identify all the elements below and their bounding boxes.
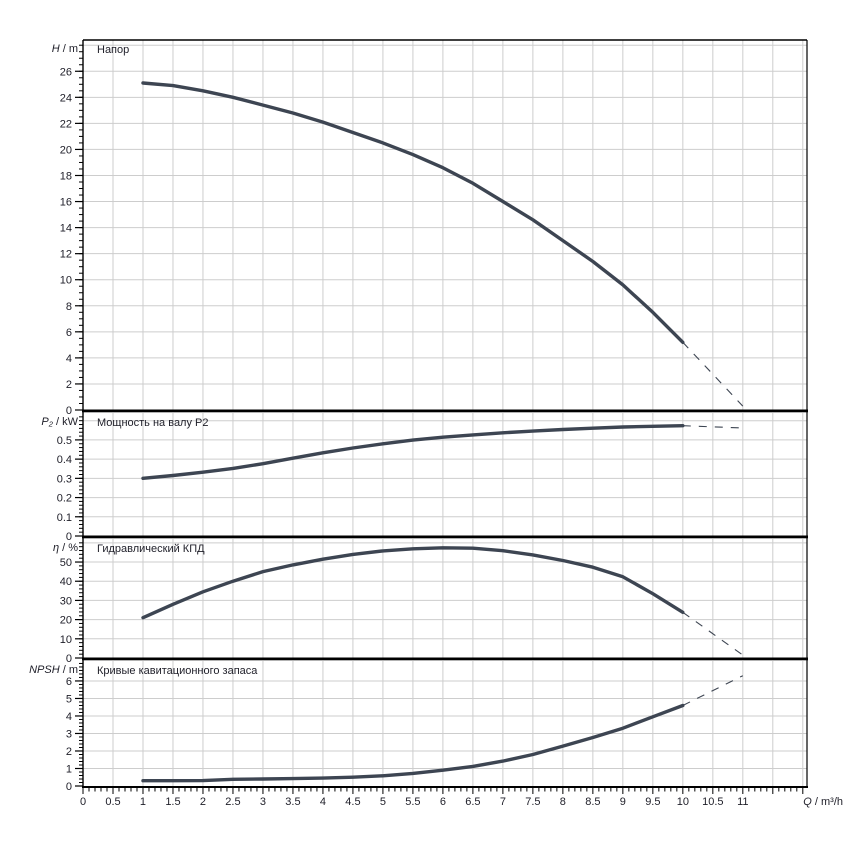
x-tick-label: 3.5 xyxy=(285,796,300,808)
y-tick-label-power: 0.4 xyxy=(57,454,72,466)
y-tick-label-head: 22 xyxy=(60,118,72,130)
x-tick-label: 11 xyxy=(737,796,748,808)
y-tick-label-efficiency: 0 xyxy=(66,653,72,665)
y-tick-label-head: 2 xyxy=(66,379,72,391)
y-axis-unit-npsh: NPSH / m xyxy=(29,664,78,676)
y-tick-label-head: 16 xyxy=(60,197,72,209)
y-tick-label-head: 12 xyxy=(60,249,72,261)
y-tick-label-power: 0.1 xyxy=(57,512,72,524)
y-tick-label-efficiency: 30 xyxy=(60,595,72,607)
y-tick-label-efficiency: 10 xyxy=(60,634,72,646)
y-axis-unit-power: P₂ / kW xyxy=(41,416,78,428)
x-tick-label: 6.5 xyxy=(465,796,480,808)
y-tick-label-head: 14 xyxy=(60,223,72,235)
y-axis-unit-efficiency: η / % xyxy=(53,542,78,554)
series-npsh-curve xyxy=(141,703,685,783)
panel-title-head: Напор xyxy=(97,44,129,56)
y-tick-label-power: 0.3 xyxy=(57,473,72,485)
x-tick-label: 0.5 xyxy=(105,796,120,808)
y-tick-label-efficiency: 50 xyxy=(60,557,72,569)
series-npsh-curve-extrapolated xyxy=(682,675,744,706)
x-tick-label: 5.5 xyxy=(405,796,420,808)
y-tick-label-head: 20 xyxy=(60,144,72,156)
series-power-curve xyxy=(141,424,685,480)
x-tick-label: 3 xyxy=(260,796,266,808)
x-axis-line xyxy=(82,786,808,788)
y-tick-label-efficiency: 40 xyxy=(60,576,72,588)
x-tick-label: 2 xyxy=(200,796,206,808)
x-tick-label: 7.5 xyxy=(525,796,540,808)
y-tick-label-npsh: 4 xyxy=(66,711,72,723)
y-tick-label-head: 26 xyxy=(60,66,72,78)
y-tick-label-efficiency: 20 xyxy=(60,615,72,627)
y-axis-unit-head: H / m xyxy=(52,43,78,55)
y-tick-label-npsh: 0 xyxy=(66,781,72,793)
panel-power: 0 0.1 0.2 0.3 0.4 0.5 P₂ / kW Мощность на валу … xyxy=(41,413,807,543)
panel-separator xyxy=(82,409,808,413)
y-tick-label-head: 4 xyxy=(66,353,72,365)
y-tick-label-head: 24 xyxy=(60,92,72,104)
x-tick-label: 1.5 xyxy=(165,796,180,808)
x-tick-label: 0 xyxy=(80,796,86,808)
series-efficiency-curve xyxy=(141,546,685,620)
x-tick-label: 8 xyxy=(560,796,566,808)
y-tick-label-head: 10 xyxy=(60,275,72,287)
y-tick-label-head: 6 xyxy=(66,327,72,339)
x-tick-label: 2.5 xyxy=(225,796,240,808)
x-tick-label: 5 xyxy=(380,796,386,808)
panel-title-efficiency: Гидравлический КПД xyxy=(97,543,205,555)
series-efficiency-curve-extrapolated xyxy=(682,611,744,656)
x-tick-label: 7 xyxy=(500,796,506,808)
x-tick-label: 9.5 xyxy=(645,796,660,808)
panel-title-power: Мощность на валу P2 xyxy=(97,417,209,429)
y-tick-label-power: 0 xyxy=(66,531,72,543)
panel-separator xyxy=(82,535,808,539)
y-tick-label-npsh: 1 xyxy=(66,763,72,775)
x-tick-label: 10 xyxy=(677,796,689,808)
x-tick-label: 9 xyxy=(620,796,626,808)
y-tick-label-power: 0.2 xyxy=(57,493,72,505)
x-tick-label: 4 xyxy=(320,796,326,808)
y-tick-label-npsh: 5 xyxy=(66,693,72,705)
x-axis-unit: Q / m³/h xyxy=(803,796,843,808)
x-tick-label: 1 xyxy=(140,796,146,808)
y-tick-label-head: 8 xyxy=(66,301,72,313)
panel-title-npsh: Кривые кавитационного запаса xyxy=(97,665,258,677)
panel-separator xyxy=(82,657,808,661)
series-head-curve xyxy=(141,81,685,344)
y-tick-label-npsh: 6 xyxy=(66,676,72,688)
series-power-curve-extrapolated xyxy=(682,425,743,429)
x-tick-label: 10.5 xyxy=(702,796,723,808)
x-tick-label: 6 xyxy=(440,796,446,808)
x-tick-label: 4.5 xyxy=(345,796,360,808)
y-tick-label-power: 0.5 xyxy=(57,435,72,447)
y-tick-label-head: 18 xyxy=(60,170,72,182)
y-tick-label-npsh: 3 xyxy=(66,728,72,740)
x-tick-label: 8.5 xyxy=(585,796,600,808)
y-tick-label-npsh: 2 xyxy=(66,746,72,758)
y-tick-label-head: 0 xyxy=(66,405,72,417)
